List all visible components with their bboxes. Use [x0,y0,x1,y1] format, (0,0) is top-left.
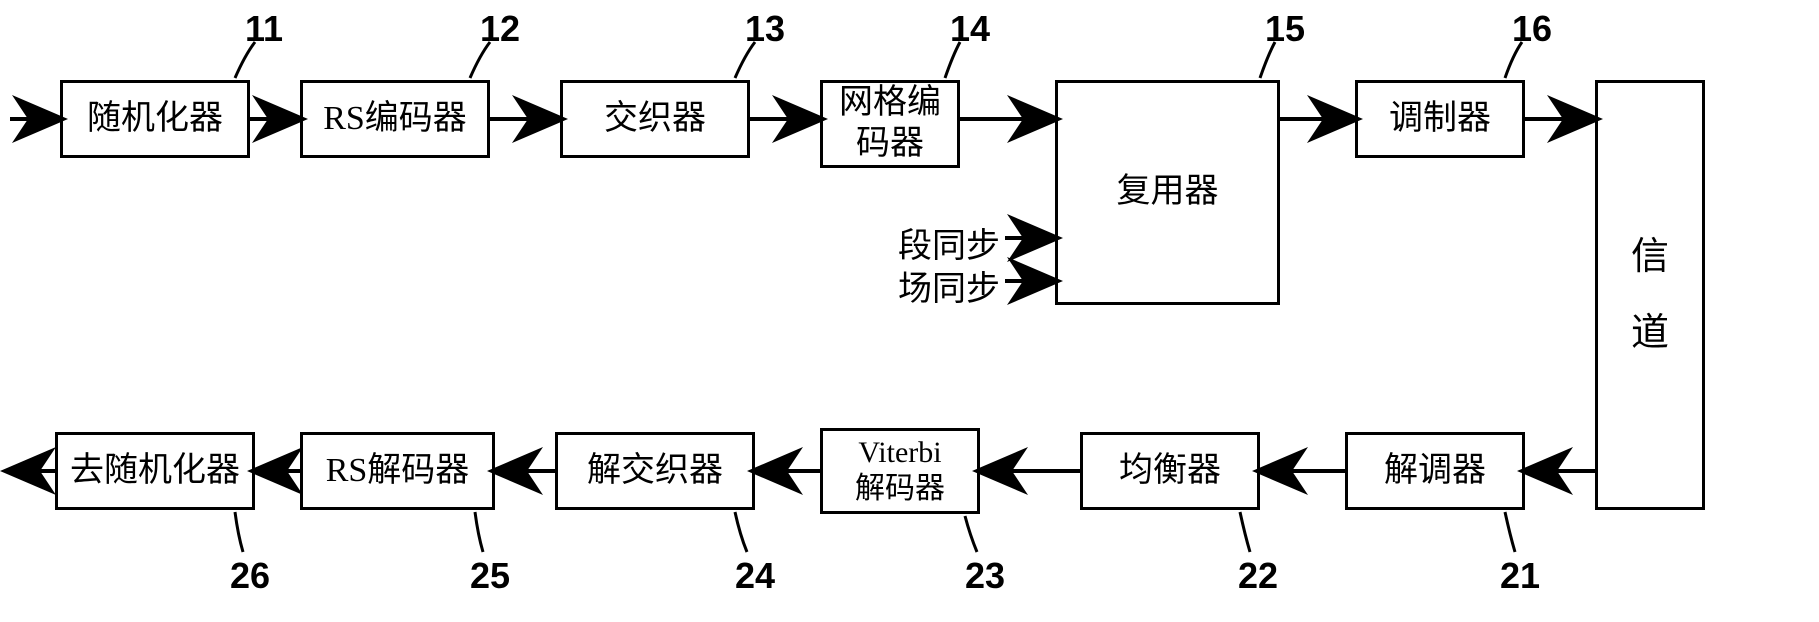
viterbi-decoder-box: Viterbi 解码器 [820,428,980,514]
rs-encoder-box: RS编码器 [300,80,490,158]
num-14: 14 [950,8,990,50]
channel-box: 信道 [1595,80,1705,510]
rs-decoder-label: RS解码器 [326,451,470,492]
deinterleaver-label: 解交织器 [587,451,723,492]
modulator-box: 调制器 [1355,80,1525,158]
num-26: 26 [230,555,270,597]
trellis-encoder-label: 网格编 码器 [839,83,941,165]
num-22: 22 [1238,555,1278,597]
multiplexer-label: 复用器 [1117,172,1219,213]
num-16: 16 [1512,8,1552,50]
multiplexer-box: 复用器 [1055,80,1280,305]
viterbi-decoder-label: Viterbi 解码器 [855,435,945,507]
trellis-encoder-box: 网格编 码器 [820,80,960,168]
num-23: 23 [965,555,1005,597]
modulator-label: 调制器 [1389,99,1491,140]
demodulator-label: 解调器 [1384,451,1486,492]
interleaver-label: 交织器 [604,99,706,140]
equalizer-box: 均衡器 [1080,432,1260,510]
derandomizer-box: 去随机化器 [55,432,255,510]
segment-sync-label: 段同步 [880,218,1000,267]
derandomizer-label: 去随机化器 [70,451,240,492]
randomizer-label: 随机化器 [87,99,223,140]
num-12: 12 [480,8,520,50]
equalizer-label: 均衡器 [1119,451,1221,492]
demodulator-box: 解调器 [1345,432,1525,510]
num-13: 13 [745,8,785,50]
num-15: 15 [1265,8,1305,50]
num-25: 25 [470,555,510,597]
num-11: 11 [245,8,283,50]
interleaver-box: 交织器 [560,80,750,158]
field-sync-label: 场同步 [880,261,1000,310]
num-24: 24 [735,555,775,597]
rs-encoder-label: RS编码器 [323,99,467,140]
channel-label: 信道 [1631,219,1669,371]
num-21: 21 [1500,555,1540,597]
randomizer-box: 随机化器 [60,80,250,158]
rs-decoder-box: RS解码器 [300,432,495,510]
deinterleaver-box: 解交织器 [555,432,755,510]
